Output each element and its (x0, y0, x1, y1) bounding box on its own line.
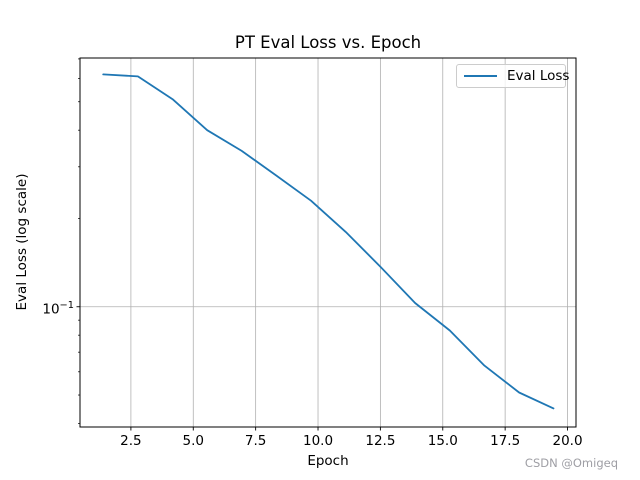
chart-title: PT Eval Loss vs. Epoch (234, 33, 422, 52)
x-tick-label: 17.5 (490, 433, 521, 449)
x-tick-label: 5.0 (182, 433, 205, 449)
legend-line-sample (464, 74, 497, 78)
legend: Eval Loss (456, 64, 570, 88)
x-tick-label: 12.5 (365, 433, 396, 449)
x-tick-label: 7.5 (244, 433, 267, 449)
x-axis-label: Epoch (307, 453, 349, 469)
y-tick-label-exponent: −1 (59, 300, 74, 311)
y-tick-label-base: 10 (42, 301, 60, 318)
x-tick-label: 2.5 (120, 433, 142, 449)
x-tick-label: 15.0 (427, 433, 458, 449)
legend-label: Eval Loss (507, 68, 570, 84)
y-tick-label: 10−1 (0, 297, 74, 319)
axes-spines (79, 57, 577, 428)
watermark: CSDN @Omigeq (524, 456, 618, 470)
x-tick-label: 20.0 (552, 433, 583, 449)
x-tick-label: 10.0 (302, 433, 334, 449)
y-axis-label: Eval Loss (log scale) (14, 173, 30, 311)
eval-loss-line (102, 73, 555, 410)
